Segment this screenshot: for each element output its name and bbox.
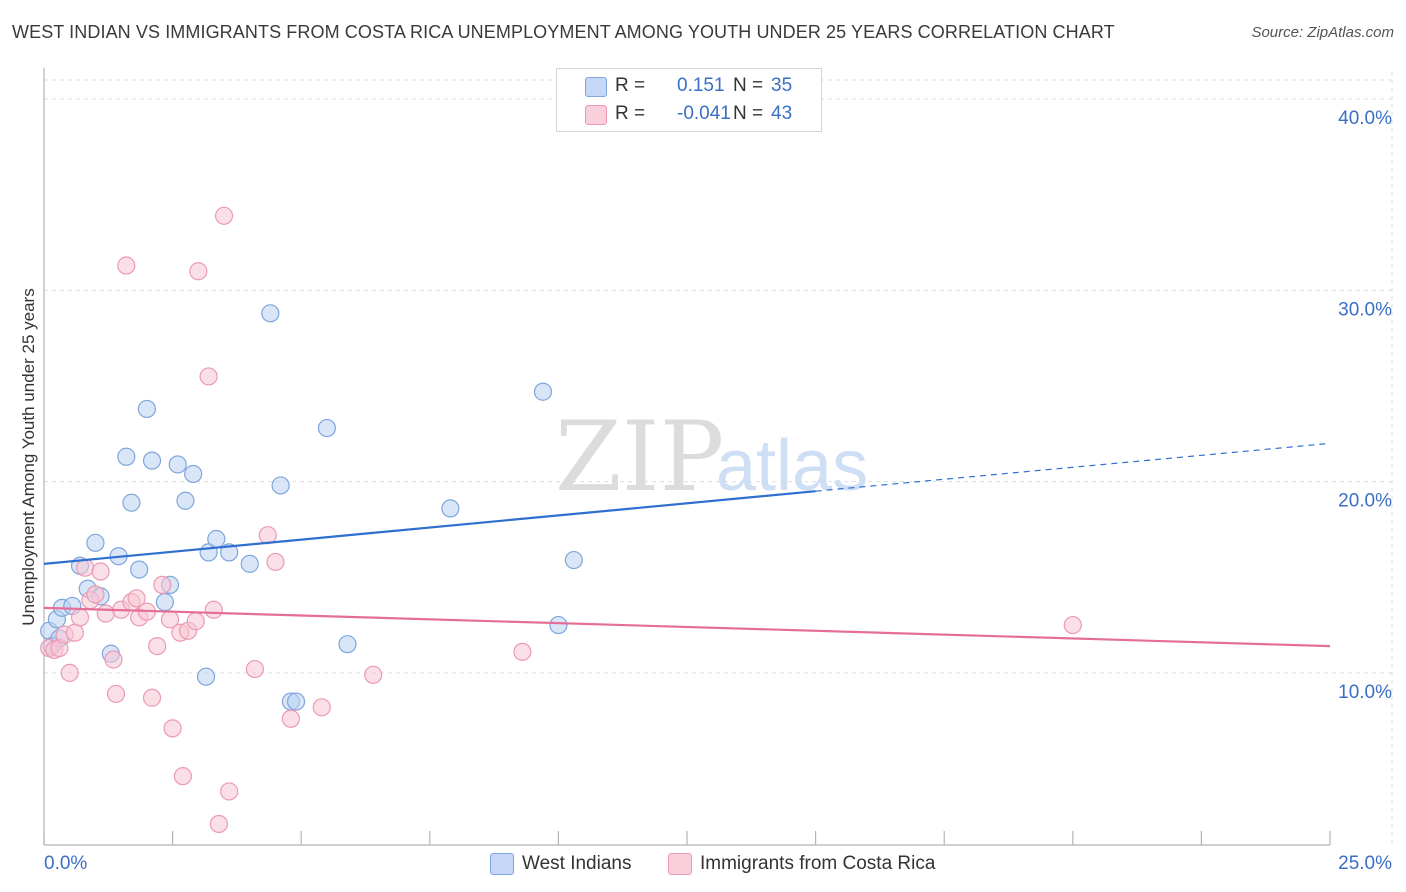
point-costa-rica <box>148 636 167 656</box>
legend-n-label: N = <box>733 103 764 124</box>
point-west-indian <box>86 533 105 552</box>
point-costa-rica <box>245 659 265 679</box>
bottom-legend-swatch-pink <box>668 853 692 875</box>
point-west-indian <box>338 635 357 654</box>
x-tick-label-min: 0.0% <box>44 853 87 874</box>
y-tick-label: 10.0% <box>1338 682 1392 703</box>
legend-r-value: 0.151 <box>677 75 725 96</box>
point-west-indian <box>261 304 280 323</box>
point-costa-rica <box>96 604 115 623</box>
point-costa-rica <box>65 623 84 642</box>
point-west-indian <box>441 499 460 518</box>
y-tick-label: 20.0% <box>1338 491 1392 512</box>
point-west-indian <box>240 554 259 573</box>
point-west-indian <box>286 692 306 711</box>
tick-labels: 10.0% 20.0% 30.0% 40.0% 0.0% 25.0% <box>44 108 1392 874</box>
point-costa-rica <box>70 608 90 627</box>
point-costa-rica <box>106 684 126 704</box>
point-west-indian <box>533 382 553 401</box>
point-costa-rica <box>209 814 228 834</box>
point-costa-rica <box>91 562 110 581</box>
point-west-indian <box>168 455 187 474</box>
point-costa-rica <box>199 367 218 386</box>
legend-n-label: N = <box>733 75 764 96</box>
watermark-zip: ZIP <box>555 401 724 513</box>
point-west-indian <box>122 493 141 512</box>
point-west-indian <box>317 418 337 438</box>
watermark: ZIP atlas <box>555 401 868 513</box>
point-west-indian <box>142 451 162 470</box>
trend-line-west-indians <box>43 490 816 565</box>
legend-r-value: -0.041 <box>677 103 731 124</box>
source-credit: Source: ZipAtlas.com <box>1251 24 1394 41</box>
y-tick-label: 40.0% <box>1338 108 1392 129</box>
point-costa-rica <box>117 256 136 275</box>
point-costa-rica <box>186 612 205 631</box>
point-west-indian <box>271 476 290 495</box>
stats-legend: R = 0.151 N = 35 R = -0.041 N = 43 <box>556 68 822 132</box>
point-west-indian <box>564 550 583 570</box>
trend-line-west-indians-extension <box>815 442 1331 492</box>
point-west-indian <box>207 529 226 549</box>
point-costa-rica <box>281 709 301 728</box>
bottom-legend-label: Immigrants from Costa Rica <box>700 853 936 874</box>
bottom-legend-swatch-blue <box>490 853 514 875</box>
chart-title: WEST INDIAN VS IMMIGRANTS FROM COSTA RIC… <box>12 22 1115 42</box>
point-costa-rica <box>163 719 182 738</box>
point-west-indian <box>220 543 239 562</box>
trend-line-costa-rica <box>43 606 1331 648</box>
point-west-indian <box>549 615 568 635</box>
point-west-indian <box>130 560 149 579</box>
data-points <box>40 206 1082 834</box>
point-west-indian <box>176 491 195 510</box>
bottom-legend-label: West Indians <box>522 853 632 874</box>
point-costa-rica <box>312 698 331 717</box>
point-costa-rica <box>86 585 105 604</box>
point-costa-rica <box>142 688 162 707</box>
point-costa-rica <box>104 650 123 669</box>
x-tick-label-max: 25.0% <box>1338 853 1392 874</box>
point-costa-rica <box>364 665 383 684</box>
legend-swatch-blue <box>585 77 607 97</box>
point-west-indian <box>196 667 216 686</box>
point-west-indian <box>137 399 156 419</box>
point-costa-rica <box>153 575 172 595</box>
legend-swatch-pink <box>585 105 607 125</box>
point-costa-rica <box>513 642 532 661</box>
point-costa-rica <box>266 552 285 572</box>
axes <box>43 68 1331 846</box>
legend-n-value: 35 <box>771 75 793 96</box>
point-costa-rica <box>127 589 146 608</box>
trend-lines <box>43 442 1331 648</box>
legend-r-label: R = <box>615 75 646 96</box>
point-west-indian <box>117 447 136 466</box>
point-costa-rica <box>204 600 223 619</box>
point-costa-rica <box>1063 615 1082 635</box>
y-axis-title: Unemployment Among Youth under 25 years <box>19 288 38 625</box>
point-costa-rica <box>76 558 95 577</box>
legend-r-label: R = <box>615 103 646 124</box>
point-costa-rica <box>214 206 234 225</box>
point-costa-rica <box>60 663 79 682</box>
point-costa-rica <box>220 782 239 801</box>
point-west-indian <box>155 593 174 612</box>
point-costa-rica <box>173 767 192 786</box>
y-tick-label: 30.0% <box>1338 299 1392 320</box>
point-west-indian <box>184 464 203 484</box>
point-costa-rica <box>189 262 208 281</box>
legend-n-value: 43 <box>771 103 793 124</box>
